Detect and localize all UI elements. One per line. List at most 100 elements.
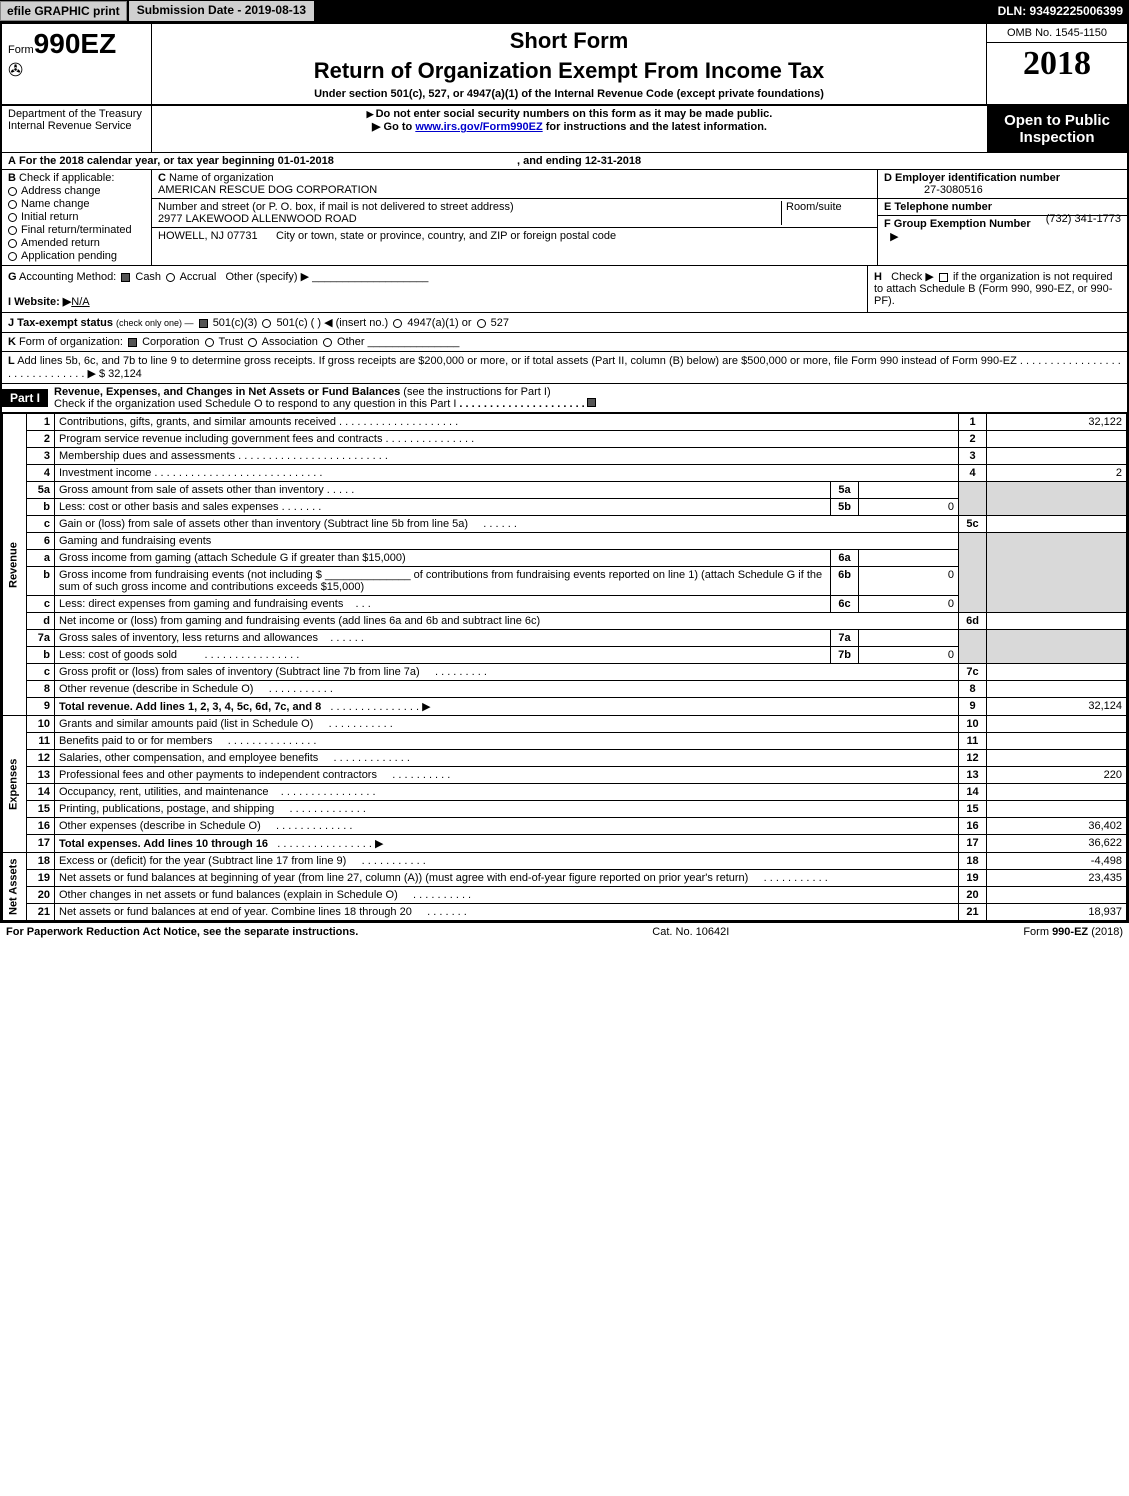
chk-527[interactable] — [477, 319, 486, 328]
chk-501c3[interactable] — [199, 319, 208, 328]
l20-num: 20 — [27, 887, 55, 904]
l21-amt: 18,937 — [987, 904, 1127, 921]
l4-num: 4 — [27, 465, 55, 482]
addr: 2977 LAKEWOOD ALLENWOOD ROAD — [158, 213, 357, 225]
chk-final-return[interactable]: Final return/terminated — [8, 224, 145, 236]
l17-num: 17 — [27, 835, 55, 853]
l5b-desc: Less: cost or other basis and sales expe… — [55, 499, 831, 516]
city-label: City or town, state or province, country… — [276, 230, 616, 242]
k-label: K — [8, 336, 16, 348]
chk-label-3: Final return/terminated — [21, 224, 132, 236]
chk-address-change[interactable]: Address change — [8, 185, 145, 197]
phone-block: E Telephone number (732) 341-1773 — [878, 199, 1127, 216]
l21-lno: 21 — [959, 904, 987, 921]
submission-date: Submission Date - 2019-08-13 — [129, 1, 314, 21]
l7b-sn: 7b — [831, 647, 859, 664]
l-text: Add lines 5b, 6c, and 7b to line 9 to de… — [17, 355, 1017, 367]
cat-no: Cat. No. 10642I — [652, 926, 729, 938]
l5a-sv — [859, 482, 959, 499]
chk-corporation[interactable] — [128, 338, 137, 347]
l15-amt — [987, 801, 1127, 818]
room-suite: Room/suite — [781, 201, 871, 225]
l6-shade — [959, 533, 987, 613]
dept-label: Department of the Treasury — [8, 108, 145, 120]
row-k: K Form of organization: Corporation Trus… — [2, 333, 1127, 352]
chk-h[interactable] — [939, 273, 948, 282]
chk-4947[interactable] — [393, 319, 402, 328]
e-label: E Telephone number — [884, 201, 992, 213]
l5-shade — [959, 482, 987, 516]
l14-num: 14 — [27, 784, 55, 801]
goto-pre: Go to — [384, 121, 416, 133]
header-row: Form990EZ ✇ Short Form Return of Organiz… — [2, 24, 1127, 106]
row-l: L Add lines 5b, 6c, and 7b to line 9 to … — [2, 352, 1127, 384]
name-label: Name of organization — [169, 172, 274, 184]
lines-table: Revenue 1 Contributions, gifts, grants, … — [2, 413, 1127, 921]
l17-amt: 36,622 — [987, 835, 1127, 853]
form-container: Form990EZ ✇ Short Form Return of Organiz… — [0, 22, 1129, 923]
city-block: HOWELL, NJ 07731 City or town, state or … — [152, 228, 877, 244]
l18-lno: 18 — [959, 853, 987, 870]
l13-lno: 13 — [959, 767, 987, 784]
irs-label: Internal Revenue Service — [8, 120, 145, 132]
l17-lno: 17 — [959, 835, 987, 853]
check-if-applicable: Check if applicable: — [19, 172, 114, 184]
c-label: C — [158, 172, 166, 184]
h-label: H — [874, 271, 882, 283]
pra-notice: For Paperwork Reduction Act Notice, see … — [6, 926, 358, 938]
j-o1: 501(c)(3) — [213, 317, 258, 329]
l7b-num: b — [27, 647, 55, 664]
chk-application-pending[interactable]: Application pending — [8, 250, 145, 262]
l5c-num: c — [27, 516, 55, 533]
l9-num: 9 — [27, 698, 55, 716]
chk-amended-return[interactable]: Amended return — [8, 237, 145, 249]
part1-note: (see the instructions for Part I) — [403, 386, 550, 398]
l16-lno: 16 — [959, 818, 987, 835]
l11-num: 11 — [27, 733, 55, 750]
l19-amt: 23,435 — [987, 870, 1127, 887]
form-number: 990EZ — [34, 28, 117, 59]
l12-num: 12 — [27, 750, 55, 767]
chk-accrual[interactable] — [166, 273, 175, 282]
l13-amt: 220 — [987, 767, 1127, 784]
k-o4: Other — [337, 336, 365, 348]
goto-link[interactable]: www.irs.gov/Form990EZ — [415, 121, 542, 133]
l2-desc: Program service revenue including govern… — [55, 431, 959, 448]
i-label: I Website: ▶ — [8, 296, 71, 308]
open-public-cell: Open to Public Inspection — [987, 106, 1127, 152]
l5c-desc: Gain or (loss) from sale of assets other… — [55, 516, 959, 533]
chk-trust[interactable] — [205, 338, 214, 347]
l7a-sn: 7a — [831, 630, 859, 647]
l16-amt: 36,402 — [987, 818, 1127, 835]
other-label: Other (specify) ▶ — [225, 271, 309, 283]
chk-schedule-o[interactable] — [587, 398, 596, 407]
l20-amt — [987, 887, 1127, 904]
l14-lno: 14 — [959, 784, 987, 801]
line-a: A For the 2018 calendar year, or tax yea… — [2, 153, 1127, 170]
phone: (732) 341-1773 — [1046, 213, 1121, 225]
l21-num: 21 — [27, 904, 55, 921]
j-o4: 527 — [491, 317, 509, 329]
l6a-sn: 6a — [831, 550, 859, 567]
footer: For Paperwork Reduction Act Notice, see … — [0, 923, 1129, 941]
l16-num: 16 — [27, 818, 55, 835]
efile-print-button[interactable]: efile GRAPHIC print — [0, 1, 127, 21]
g-label: G — [8, 271, 17, 283]
l13-desc: Professional fees and other payments to … — [55, 767, 959, 784]
chk-501c[interactable] — [262, 319, 271, 328]
chk-name-change[interactable]: Name change — [8, 198, 145, 210]
chk-label-0: Address change — [21, 185, 101, 197]
l6d-amt — [987, 613, 1127, 630]
chk-other[interactable] — [323, 338, 332, 347]
l5a-num: 5a — [27, 482, 55, 499]
l5b-sv: 0 — [859, 499, 959, 516]
l17-desc: Total expenses. Add lines 10 through 16 … — [55, 835, 959, 853]
part1-header: Part I Revenue, Expenses, and Changes in… — [2, 384, 1127, 413]
chk-initial-return[interactable]: Initial return — [8, 211, 145, 223]
website: N/A — [71, 296, 89, 308]
chk-association[interactable] — [248, 338, 257, 347]
chk-cash[interactable] — [121, 273, 130, 282]
l21-desc: Net assets or fund balances at end of ye… — [55, 904, 959, 921]
subtitle: Under section 501(c), 527, or 4947(a)(1)… — [158, 88, 980, 100]
l3-num: 3 — [27, 448, 55, 465]
